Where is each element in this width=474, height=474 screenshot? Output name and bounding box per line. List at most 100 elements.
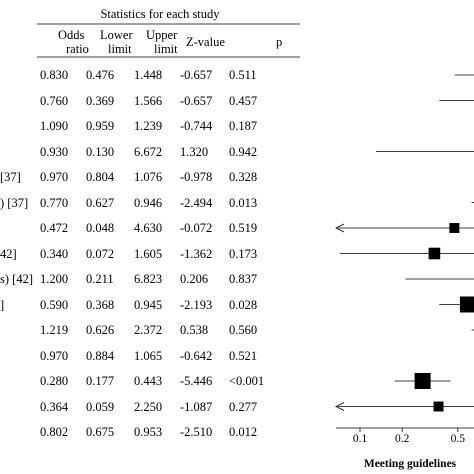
cell-lower: 0.211 (86, 272, 114, 286)
cell-odds-ratio: 0.760 (40, 93, 69, 108)
cell-p: 0.519 (229, 221, 258, 235)
column-header-odds-ratio: Odds (58, 28, 85, 42)
point-estimate-square (414, 373, 431, 389)
study-label: ] (0, 297, 5, 312)
cell-upper: 4.630 (134, 221, 163, 235)
x-tick-label: 0.2 (394, 433, 410, 445)
point-estimate-square (433, 401, 444, 412)
x-tick-label: 0.5 (450, 433, 466, 445)
point-estimate-square (428, 247, 441, 260)
cell-p: 0.837 (229, 272, 258, 286)
column-header-p: p (276, 35, 283, 49)
study-label: s) [42] (0, 272, 33, 286)
cell-p: 0.942 (229, 144, 258, 159)
cell-odds-ratio: 0.830 (40, 68, 69, 82)
column-header-z: Z-value (186, 35, 225, 49)
cell-z: -0.657 (180, 93, 213, 108)
cell-p: 0.187 (229, 119, 258, 133)
cell-p: 0.328 (229, 170, 258, 184)
column-header-lower: Lower (100, 28, 133, 42)
study-label: ) [37] (0, 195, 29, 210)
cell-lower: 0.804 (86, 170, 115, 184)
cell-lower: 0.626 (86, 323, 115, 337)
cell-z: -0.978 (180, 170, 213, 184)
cell-upper: 0.443 (134, 374, 163, 388)
cell-upper: 0.946 (134, 195, 163, 210)
cell-z: -0.642 (180, 348, 213, 363)
column-header-upper: Upper (146, 28, 178, 42)
cell-odds-ratio: 1.200 (40, 272, 69, 286)
cell-odds-ratio: 0.970 (40, 348, 69, 363)
cell-odds-ratio: 0.364 (40, 399, 69, 414)
cell-z: -0.744 (180, 119, 213, 133)
cell-z: -5.446 (180, 374, 213, 388)
cell-z: -0.072 (180, 221, 213, 235)
cell-upper: 6.823 (134, 272, 163, 286)
column-header-lower: limit (108, 42, 132, 56)
cell-lower: 0.627 (86, 195, 115, 210)
cell-upper: 6.672 (134, 144, 163, 159)
cell-lower: 0.177 (86, 374, 115, 388)
cell-z: 0.206 (180, 272, 209, 286)
cell-z: -1.087 (180, 399, 213, 414)
cell-z: -2.193 (180, 297, 213, 312)
cell-upper: 0.945 (134, 297, 163, 312)
cell-lower: 0.369 (86, 93, 115, 108)
cell-lower: 0.959 (86, 119, 115, 133)
cell-p: 0.521 (229, 348, 258, 363)
cell-p: 0.511 (229, 68, 257, 82)
cell-upper: 1.566 (134, 93, 163, 108)
point-estimate-square (459, 296, 474, 313)
cell-upper: 1.605 (134, 246, 163, 261)
cell-upper: 1.448 (134, 68, 163, 82)
cell-upper: 1.065 (134, 348, 163, 363)
cell-lower: 0.884 (86, 348, 115, 363)
x-axis-title: Meeting guidelines (363, 458, 457, 470)
cell-p: 0.028 (229, 297, 258, 312)
study-label: [37] (0, 170, 21, 184)
cell-odds-ratio: 1.219 (40, 323, 69, 337)
cell-z: -0.657 (180, 68, 213, 82)
study-label: 42] (0, 246, 17, 261)
cell-odds-ratio: 0.802 (40, 425, 69, 439)
cell-upper: 2.372 (134, 323, 163, 337)
cell-z: 1.320 (180, 144, 209, 159)
cell-p: 0.013 (229, 195, 258, 210)
table-group-title: Statistics for each study (100, 7, 220, 21)
cell-odds-ratio: 0.770 (40, 195, 69, 210)
cell-lower: 0.059 (86, 399, 115, 414)
cell-p: 0.277 (229, 399, 258, 414)
cell-p: 0.173 (229, 246, 258, 261)
cell-z: -1.362 (180, 246, 213, 261)
x-tick-label: 0.1 (352, 433, 368, 445)
cell-lower: 0.675 (86, 425, 115, 439)
cell-odds-ratio: 0.340 (40, 246, 69, 261)
point-estimate-square (449, 223, 460, 233)
cell-lower: 0.368 (86, 297, 115, 312)
cell-lower: 0.130 (86, 144, 115, 159)
cell-z: 0.538 (180, 323, 209, 337)
cell-odds-ratio: 1.090 (40, 119, 69, 133)
cell-upper: 1.076 (134, 170, 163, 184)
ci-arrow-left (335, 223, 345, 233)
cell-odds-ratio: 0.970 (40, 170, 69, 184)
cell-odds-ratio: 0.472 (40, 221, 69, 235)
column-header-odds-ratio: ratio (66, 42, 89, 56)
cell-upper: 1.239 (134, 119, 163, 133)
column-header-upper: limit (154, 42, 178, 56)
cell-odds-ratio: 0.590 (40, 297, 69, 312)
cell-lower: 0.048 (86, 221, 115, 235)
cell-p: 0.012 (229, 425, 258, 439)
cell-z: -2.510 (180, 425, 213, 439)
cell-p: <0.001 (229, 374, 265, 388)
cell-odds-ratio: 0.280 (40, 374, 69, 388)
cell-lower: 0.476 (86, 68, 115, 82)
cell-p: 0.560 (229, 323, 258, 337)
cell-p: 0.457 (229, 93, 258, 108)
cell-odds-ratio: 0.930 (40, 144, 69, 159)
cell-upper: 2.250 (134, 399, 163, 414)
ci-arrow-left (335, 402, 345, 411)
cell-lower: 0.072 (86, 246, 115, 261)
